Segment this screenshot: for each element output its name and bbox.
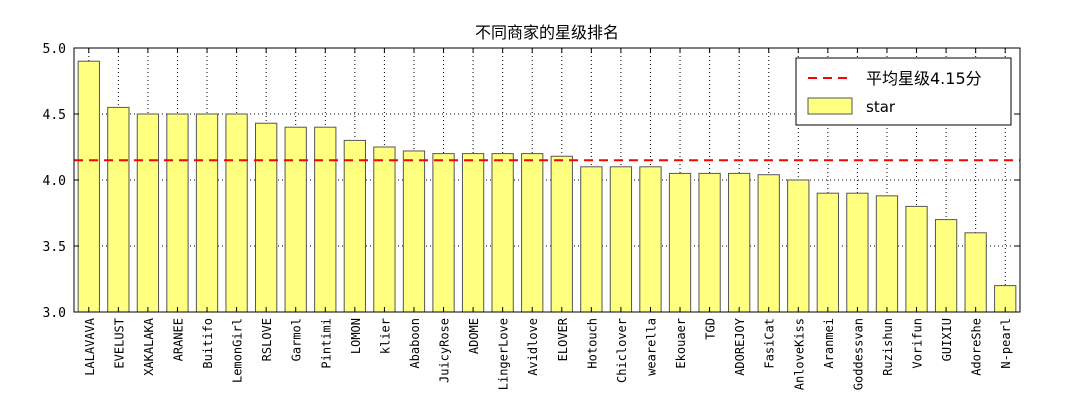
bar-AdoreShe bbox=[964, 232, 987, 313]
x-tick-label: Pintimi bbox=[319, 318, 333, 369]
bar-Vorifun bbox=[905, 205, 928, 313]
bar-FasiCat bbox=[757, 174, 780, 313]
legend: 平均星级4.15分 star bbox=[795, 57, 1012, 126]
bar-LALAVAVA bbox=[77, 60, 100, 313]
x-tick-label: JuicyRose bbox=[438, 318, 452, 383]
legend-reference-label: 平均星级4.15分 bbox=[866, 69, 982, 88]
x-tick-label: LALAVAVA bbox=[83, 317, 97, 376]
y-axis-ticks: 3.0 3.5 4.0 4.5 5.0 bbox=[43, 42, 1020, 321]
y-tick-label: 4.5 bbox=[43, 108, 66, 123]
bar-Hotouch bbox=[580, 166, 603, 313]
x-tick-label: Vorifun bbox=[911, 318, 925, 369]
x-tick-label: AdoreShe bbox=[970, 318, 984, 376]
x-tick-label: EVELUST bbox=[112, 318, 126, 369]
bar-Avidlove bbox=[521, 153, 544, 313]
legend-series-swatch bbox=[807, 97, 853, 115]
bar-LemonGirl bbox=[225, 113, 248, 313]
x-tick-label: TGD bbox=[704, 318, 718, 340]
y-tick-label: 3.0 bbox=[43, 306, 66, 321]
x-tick-label: Chiclover bbox=[615, 318, 629, 383]
x-tick-label: wearella bbox=[644, 318, 658, 376]
bar-Ababoon bbox=[402, 150, 426, 313]
y-tick-label: 3.5 bbox=[43, 240, 66, 255]
x-tick-label: Ruzishun bbox=[881, 318, 895, 376]
x-tick-label: XAKALAKA bbox=[142, 317, 156, 376]
x-tick-label: Garmol bbox=[290, 318, 304, 361]
x-tick-label: AnloveKiss bbox=[792, 318, 806, 390]
x-tick-label: ARANEE bbox=[171, 318, 185, 361]
x-tick-label: Aranmei bbox=[822, 318, 836, 369]
bar-TGD bbox=[698, 172, 721, 313]
x-tick-label: LingerLove bbox=[497, 318, 511, 390]
x-tick-label: Avidlove bbox=[526, 318, 540, 376]
x-tick-label: klier bbox=[378, 318, 392, 354]
x-tick-label: ADOME bbox=[467, 318, 481, 354]
bars bbox=[77, 60, 1017, 313]
bar-Goddessvan bbox=[846, 192, 869, 313]
bar-Garmol bbox=[284, 126, 307, 313]
y-tick-label: 4.0 bbox=[43, 174, 66, 189]
x-tick-label: Ababoon bbox=[408, 318, 422, 369]
x-tick-label: Hotouch bbox=[585, 318, 599, 369]
bar-GUIXIU bbox=[934, 219, 958, 313]
x-tick-label: GUIXIU bbox=[940, 318, 954, 361]
bar-ELOVER bbox=[550, 155, 573, 313]
x-tick-label: LOMON bbox=[349, 318, 363, 354]
bar-EVELUST bbox=[107, 106, 130, 313]
bar-ADOME bbox=[461, 153, 485, 313]
x-tick-label: ADOREJOY bbox=[733, 317, 747, 376]
bar-Aranmei bbox=[816, 192, 839, 313]
chart-title: 不同商家的星级排名 bbox=[475, 23, 619, 42]
bar-LingerLove bbox=[491, 153, 514, 313]
x-tick-label: RSLOVE bbox=[260, 318, 274, 361]
bar-wearella bbox=[639, 166, 662, 313]
y-tick-label: 5.0 bbox=[43, 42, 66, 57]
x-tick-label: Ekouaer bbox=[674, 318, 688, 369]
bar-RSLOVE bbox=[255, 122, 278, 313]
bar-AnloveKiss bbox=[787, 179, 810, 313]
bar-Pintimi bbox=[314, 126, 337, 313]
bar-Ruzishun bbox=[875, 195, 899, 313]
legend-box bbox=[795, 57, 1012, 126]
bar-JuicyRose bbox=[432, 153, 455, 313]
x-tick-label: N-pearl bbox=[999, 318, 1013, 369]
bar-ADOREJOY bbox=[728, 172, 751, 313]
bar-klier bbox=[373, 146, 396, 313]
x-tick-label: FasiCat bbox=[763, 318, 777, 369]
bar-Buitifo bbox=[195, 113, 219, 313]
x-tick-label: Goddessvan bbox=[851, 318, 865, 390]
bar-XAKALAKA bbox=[136, 113, 160, 313]
x-tick-label: ELOVER bbox=[556, 317, 570, 361]
bar-Ekouaer bbox=[668, 172, 692, 313]
bar-Chiclover bbox=[609, 166, 633, 313]
bar-LOMON bbox=[343, 139, 366, 313]
x-axis-ticks: LALAVAVA EVELUST XAKALAKA ARANEE Buitifo Lemo… bbox=[83, 48, 1013, 390]
x-tick-label: LemonGirl bbox=[231, 318, 245, 383]
legend-series-label: star bbox=[866, 98, 896, 116]
bar-ARANEE bbox=[166, 113, 189, 313]
x-tick-label: Buitifo bbox=[201, 318, 215, 369]
